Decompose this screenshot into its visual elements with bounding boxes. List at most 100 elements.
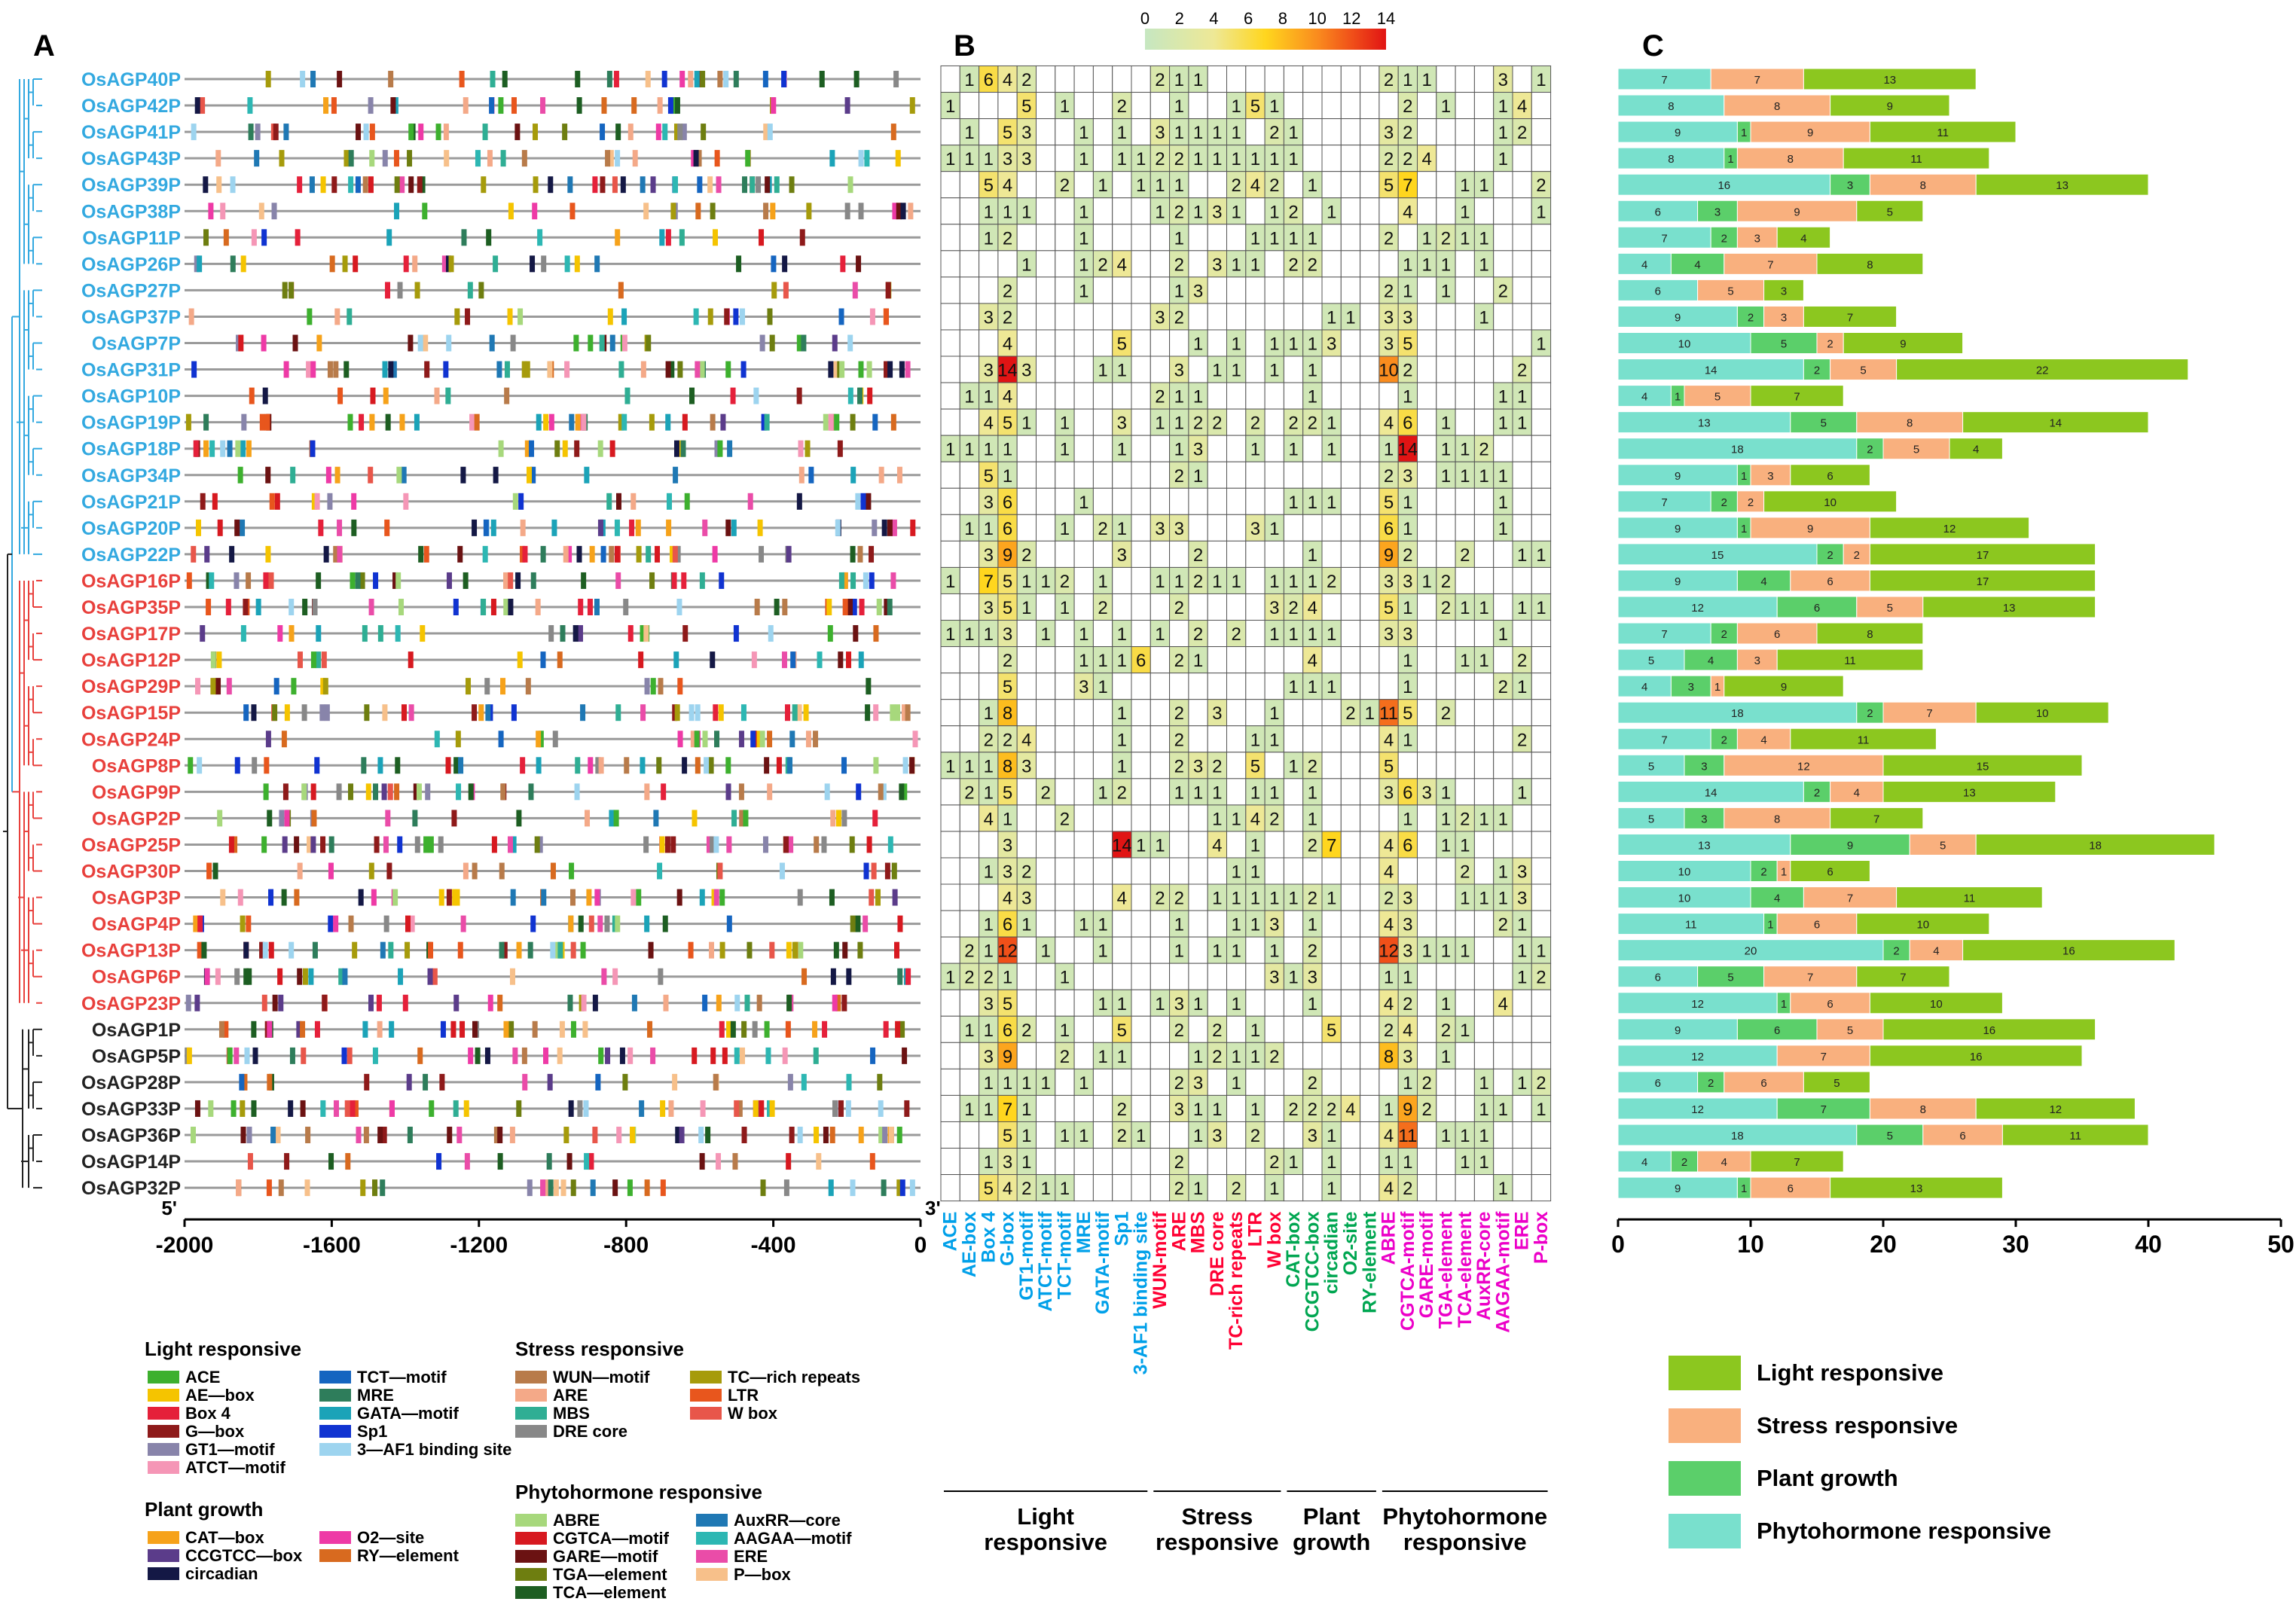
cis-element-mark: [320, 678, 326, 695]
heatmap-value: 1: [1403, 493, 1412, 513]
cis-element-mark: [337, 387, 343, 404]
cis-element-mark: [823, 1127, 829, 1143]
bar-segment-label: 10: [2036, 707, 2049, 720]
heatmap-cell: [959, 699, 980, 727]
cis-element-mark: [353, 1100, 359, 1117]
heatmap-value: 6: [1003, 915, 1012, 935]
heatmap-value: 1: [1079, 281, 1088, 301]
heatmap-cell: [1264, 65, 1284, 93]
heatmap-cell: [1092, 197, 1113, 225]
heatmap-cell: [1436, 989, 1456, 1017]
bar-segment-label: 13: [1883, 74, 1896, 87]
cis-element-mark: [734, 994, 740, 1011]
bar-segment-label: 7: [1821, 1051, 1827, 1063]
bar-segment: [1856, 701, 1884, 724]
bar-segment-label: 11: [1964, 892, 1976, 905]
cis-element-mark: [503, 1020, 509, 1038]
cis-element-mark: [393, 150, 399, 167]
heatmap-cell: [1016, 883, 1037, 911]
cis-element-mark: [650, 176, 656, 194]
bar-segment-label: 2: [1721, 628, 1727, 641]
end-label-3: 3': [925, 1197, 941, 1219]
cis-element-mark: [194, 97, 200, 114]
heatmap-column-label: circadian: [1321, 1212, 1342, 1295]
heatmap-value: 1: [1212, 783, 1222, 803]
gene-label: OsAGP27P: [81, 280, 181, 301]
heatmap-cell: [1455, 145, 1475, 172]
cis-element-mark: [568, 1100, 574, 1117]
heatmap-cell: [1340, 250, 1361, 278]
heatmap-value: 3: [1155, 307, 1165, 328]
heatmap-value: 2: [1384, 70, 1394, 90]
heatmap-cell: [1493, 303, 1513, 331]
cis-element-mark: [796, 493, 802, 510]
cis-element-mark: [427, 968, 433, 985]
heatmap-cell: [1360, 1015, 1380, 1043]
cis-element-mark: [695, 704, 701, 722]
heatmap-cell: [1264, 329, 1284, 357]
cis-element-mark: [786, 941, 792, 959]
bar-segment-label: 4: [1721, 1156, 1727, 1169]
bar-segment: [1736, 490, 1765, 513]
heatmap-value: 1: [1479, 175, 1488, 196]
cis-element-mark: [281, 889, 287, 906]
cis-element-mark: [759, 1100, 765, 1117]
cis-element-mark: [333, 1100, 339, 1117]
cis-element-mark: [217, 519, 223, 536]
cis-element-mark: [547, 361, 553, 378]
cis-element-mark: [365, 783, 371, 801]
heatmap-cell: [1073, 1148, 1094, 1176]
x-tick-label-c: 0: [1611, 1231, 1625, 1258]
heatmap-cell: [1321, 963, 1342, 990]
cis-element-mark: [885, 282, 891, 299]
bar-segment-label: 12: [1943, 523, 1956, 535]
cis-element-mark: [550, 862, 556, 880]
heatmap-cell: [1036, 1015, 1056, 1043]
cis-element-mark: [328, 836, 334, 853]
legend-swatch: [148, 1371, 179, 1384]
heatmap-cell: [1073, 303, 1094, 331]
cis-element-mark: [460, 1020, 466, 1038]
heatmap-cell: [1436, 145, 1456, 172]
heatmap-cell: [1436, 1121, 1456, 1149]
bar-segment: [1790, 569, 1870, 592]
cis-element-mark: [406, 1073, 412, 1091]
heatmap-value: 1: [984, 1020, 994, 1041]
heatmap-cell: [1055, 197, 1075, 225]
cis-element-mark: [515, 572, 521, 589]
cis-element-mark: [858, 150, 864, 167]
cis-element-mark: [204, 968, 210, 985]
group-label: responsive: [1156, 1529, 1279, 1555]
heatmap-cell: [1302, 725, 1323, 753]
heatmap-cell: [1073, 1174, 1094, 1202]
cis-element-mark: [191, 124, 197, 141]
heatmap-cell: [959, 566, 980, 594]
cis-element-mark: [827, 625, 833, 642]
heatmap-cell: [1455, 593, 1475, 621]
heatmap-value: 1: [1174, 941, 1184, 962]
cis-element-mark: [409, 915, 415, 932]
cis-element-mark: [364, 704, 370, 722]
cis-element-mark: [358, 889, 364, 906]
heatmap-value: 1: [1441, 466, 1451, 487]
cis-element-mark: [197, 255, 203, 273]
cis-element-mark: [605, 1047, 611, 1064]
heatmap-column-label: LTR: [1244, 1212, 1266, 1247]
cis-element-mark: [650, 678, 656, 695]
heatmap-cell: [1150, 145, 1171, 172]
heatmap-cell: [1493, 963, 1513, 990]
cis-element-mark: [230, 255, 236, 273]
cis-element-mark: [578, 915, 584, 932]
cis-element-mark: [267, 1020, 273, 1038]
heatmap-cell: [940, 646, 960, 674]
heatmap-cell: [1512, 673, 1532, 700]
cis-element-mark: [382, 704, 388, 722]
heatmap-value: 1: [1517, 915, 1527, 935]
cis-element-mark: [517, 651, 523, 669]
cis-element-mark: [312, 599, 318, 615]
cis-element-mark: [581, 994, 587, 1011]
cis-element-mark: [218, 1020, 224, 1038]
cis-element-mark: [838, 1100, 844, 1117]
heatmap-value: 4: [1021, 730, 1031, 750]
bar-segment: [1830, 358, 1898, 381]
